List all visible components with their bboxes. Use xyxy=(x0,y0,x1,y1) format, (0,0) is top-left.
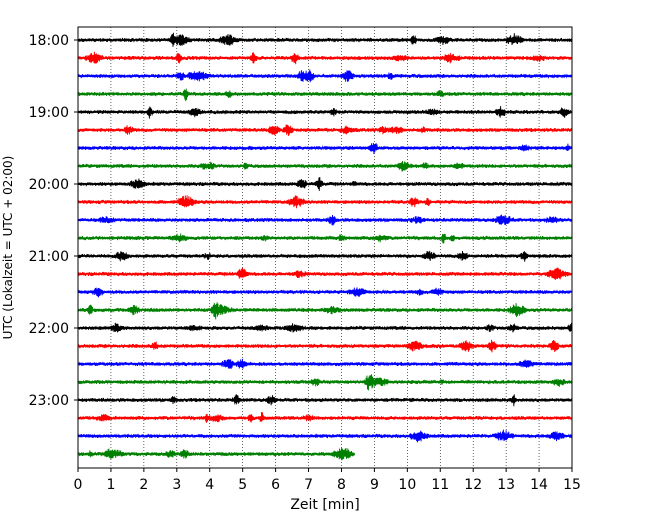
trace-2245 xyxy=(77,374,573,391)
x-tick-label-15: 15 xyxy=(563,477,581,493)
trace-1915 xyxy=(77,124,573,137)
x-tick-label-13: 13 xyxy=(497,477,515,493)
trace-1945 xyxy=(77,160,573,172)
trace-1800 xyxy=(77,32,573,47)
trace-2115 xyxy=(77,267,573,280)
x-ticks: 0 1 2 3 4 5 6 7 8 9 10 11 12 13 14 15 xyxy=(74,468,581,493)
trace-lines xyxy=(77,32,573,461)
trace-2330 xyxy=(77,429,573,443)
y-tick-label-1800: 18:00 xyxy=(29,33,69,49)
plot-frame xyxy=(77,26,573,469)
x-axis-label: Zeit [min] xyxy=(290,497,359,513)
trace-2000 xyxy=(77,176,573,191)
x-tick-label-12: 12 xyxy=(464,477,482,493)
trace-1900 xyxy=(77,106,573,119)
trace-2315 xyxy=(77,411,573,423)
trace-2045 xyxy=(77,233,573,244)
y-axis-label: UTC (Lokalzeit = UTC + 02:00) xyxy=(1,156,15,340)
x-tick-label-0: 0 xyxy=(74,477,83,493)
y-tick-label-2300: 23:00 xyxy=(29,393,69,409)
trace-2100 xyxy=(77,250,573,262)
x-tick-label-2: 2 xyxy=(139,477,148,493)
x-tick-label-10: 10 xyxy=(398,477,416,493)
x-tick-label-6: 6 xyxy=(271,477,280,493)
trace-2215 xyxy=(77,339,573,353)
y-ticks: 18:00 19:00 20:00 21:00 22:00 23:00 xyxy=(29,33,78,409)
y-tick-label-2000: 20:00 xyxy=(29,177,69,193)
x-tick-label-1: 1 xyxy=(106,477,115,493)
trace-2130 xyxy=(77,287,573,298)
trace-1830 xyxy=(77,69,573,83)
x-tick-label-7: 7 xyxy=(304,477,313,493)
trace-1845 xyxy=(77,88,573,102)
x-tick-label-3: 3 xyxy=(172,477,181,493)
trace-1930 xyxy=(77,142,573,155)
trace-2200 xyxy=(77,322,573,333)
x-tick-label-11: 11 xyxy=(431,477,449,493)
trace-2345 xyxy=(77,447,356,461)
trace-2145 xyxy=(77,302,573,320)
trace-2300 xyxy=(77,394,573,407)
x-tick-label-14: 14 xyxy=(530,477,548,493)
x-tick-label-8: 8 xyxy=(337,477,346,493)
trace-1815 xyxy=(77,51,573,65)
trace-2015 xyxy=(77,195,573,209)
y-tick-label-2100: 21:00 xyxy=(29,249,69,265)
y-tick-label-2200: 22:00 xyxy=(29,321,69,337)
y-tick-label-1900: 19:00 xyxy=(29,105,69,121)
x-tick-label-5: 5 xyxy=(238,477,247,493)
trace-2030 xyxy=(77,214,573,226)
x-tick-label-9: 9 xyxy=(370,477,379,493)
x-tick-label-4: 4 xyxy=(205,477,214,493)
trace-2230 xyxy=(77,358,573,369)
